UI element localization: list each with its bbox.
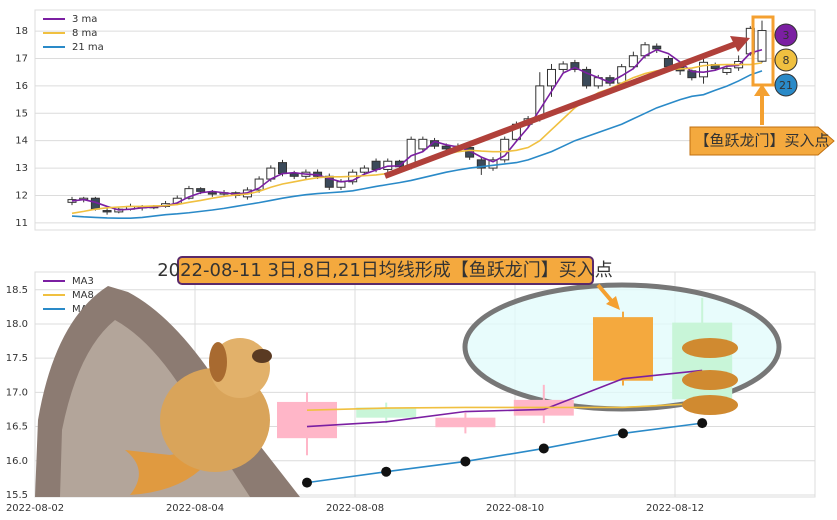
candle-body: [289, 173, 299, 177]
y-tick-label: 17: [15, 53, 28, 64]
badge: [774, 48, 798, 72]
y-tick-label: 17.0: [6, 387, 28, 398]
fish: [682, 395, 738, 415]
annotation-box: [689, 126, 835, 156]
trend-arrow: [383, 40, 740, 179]
candle-body: [336, 181, 346, 188]
callout-box: [177, 256, 594, 285]
fish-tail: [125, 450, 200, 495]
legend-label: MA3: [72, 276, 94, 287]
y-tick-label: 13: [15, 163, 28, 174]
badge-label: 21: [779, 79, 793, 92]
y-tick-label: 11: [15, 218, 28, 229]
y-tick-label: 15: [15, 108, 28, 119]
ma-line: [71, 70, 763, 220]
candle-body: [582, 68, 592, 87]
x-tick-label: 2022-08-02: [6, 503, 64, 514]
candle-body: [699, 61, 709, 78]
candle-body: [558, 63, 568, 70]
decorations: 2022-08-11 3日,8日,21日均线形成【鱼跃龙门】买入点: [35, 256, 738, 497]
x-tick-label: 2022-08-04: [166, 503, 224, 514]
ma-line: [306, 402, 703, 411]
ma-marker: [460, 456, 471, 467]
candle-body: [570, 62, 580, 70]
candle-body: [488, 159, 498, 169]
candle-body: [356, 407, 417, 418]
candle-body: [184, 188, 194, 199]
candle-body: [546, 68, 556, 87]
ma-marker: [302, 477, 312, 488]
top-plot-area: [34, 9, 816, 231]
candle-body: [722, 68, 732, 73]
y-tick-label: 18.0: [6, 319, 28, 330]
x-tick-label: 2022-08-10: [486, 503, 544, 514]
y-tick-label: 12: [15, 190, 28, 201]
badge-label: 3: [783, 29, 790, 42]
y-tick-label: 18: [15, 26, 28, 37]
badge: [774, 23, 798, 47]
highlight-box: [751, 15, 775, 87]
ma-line: [306, 422, 703, 484]
pointer-arrow-head: [754, 84, 770, 96]
annotation: 【鱼跃龙门】买入点: [694, 132, 829, 150]
y-tick-label: 14: [15, 136, 28, 147]
candle-body: [394, 160, 404, 168]
legend-label: 3 ma: [72, 14, 97, 25]
trend-arrow-head: [730, 36, 750, 52]
x-tick-label: 2022-08-08: [326, 503, 384, 514]
ma-marker: [538, 443, 549, 454]
candle-body: [207, 192, 217, 195]
callout-text: 2022-08-11 3日,8日,21日均线形成【鱼跃龙门】买入点: [157, 260, 613, 281]
candle-body: [102, 210, 112, 213]
candle-body: [628, 55, 638, 68]
badge-label: 8: [783, 54, 790, 67]
fish: [682, 338, 738, 358]
y-tick-label: 16: [15, 81, 28, 92]
ma-marker: [618, 428, 628, 439]
x-tick-label: 2022-08-12: [646, 503, 704, 514]
ma-line: [306, 369, 703, 428]
candle-body: [435, 417, 496, 428]
candle-body: [359, 167, 369, 173]
ma-line: [71, 48, 763, 211]
candle-body: [441, 145, 451, 150]
ma-marker: [697, 418, 708, 429]
ma-marker: [381, 466, 392, 477]
legend-label: 8 ma: [72, 28, 97, 39]
top-annotations: 【鱼跃龙门】买入点 3 8 21: [383, 15, 835, 179]
candle-body: [652, 45, 662, 50]
candle-body: [476, 159, 486, 169]
callout-arrow-head: [606, 296, 620, 310]
candle-body: [196, 188, 206, 192]
dog-nose: [252, 349, 272, 363]
legend-label: 21 ma: [72, 42, 104, 53]
candle-body: [757, 30, 767, 62]
legend-label: MA8: [72, 290, 94, 301]
fish: [682, 370, 738, 390]
candle-body: [593, 317, 653, 381]
badge: [774, 73, 798, 97]
y-tick-label: 18.5: [6, 285, 28, 296]
candle-body: [278, 162, 288, 175]
candle-body: [371, 160, 381, 170]
y-tick-label: 16.0: [6, 456, 28, 467]
y-tick-label: 15.5: [6, 490, 28, 501]
y-tick-label: 16.5: [6, 422, 28, 433]
dog-ear: [209, 342, 227, 382]
candle-body: [418, 138, 428, 150]
candle-body: [277, 401, 337, 439]
y-tick-label: 17.5: [6, 353, 28, 364]
